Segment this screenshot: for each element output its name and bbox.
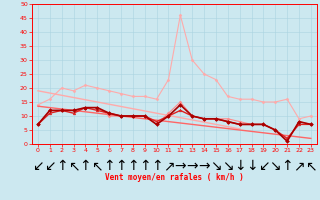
X-axis label: Vent moyen/en rafales ( km/h ): Vent moyen/en rafales ( km/h ) bbox=[105, 173, 244, 182]
